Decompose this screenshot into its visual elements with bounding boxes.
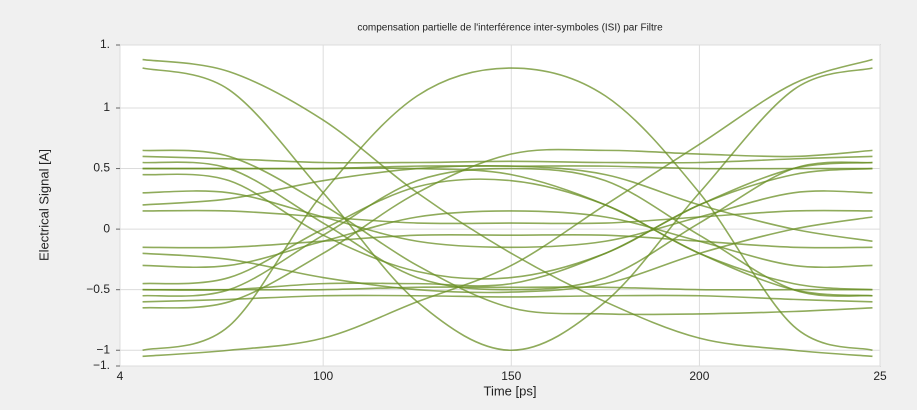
trace xyxy=(142,209,873,225)
trace xyxy=(142,58,873,358)
trace xyxy=(142,148,873,309)
x-axis-label: Time [ps] xyxy=(484,383,537,398)
trace xyxy=(142,161,873,291)
trace xyxy=(142,164,873,243)
trace xyxy=(142,294,873,303)
traces xyxy=(142,58,873,358)
y-axis-label: Electrical Signal [A] xyxy=(36,149,51,261)
trace xyxy=(142,58,873,358)
trace xyxy=(142,216,873,294)
trace xyxy=(142,167,873,297)
trace xyxy=(142,190,873,249)
ticks: 4 100 150 200 25 −1. −1 −0.5 0 0.5 1 1. xyxy=(86,37,887,383)
trace xyxy=(142,67,873,352)
y-tick-label: −1. xyxy=(93,358,110,372)
trace xyxy=(142,286,873,291)
x-tick-label: 4 xyxy=(117,369,124,383)
y-tick-label: 1 xyxy=(103,100,110,114)
chart-title: compensation partielle de l'interférence… xyxy=(357,23,663,34)
trace xyxy=(142,149,873,316)
trace xyxy=(142,67,873,352)
trace xyxy=(142,161,873,291)
y-tick-label: 0.5 xyxy=(93,161,110,175)
trace xyxy=(142,178,873,291)
trace xyxy=(142,233,873,249)
y-tick-label: 0 xyxy=(103,221,110,235)
x-tick-label: 25 xyxy=(873,369,887,383)
y-tick-label: −1 xyxy=(96,342,110,356)
x-tick-label: 150 xyxy=(501,369,521,383)
x-tick-label: 100 xyxy=(313,369,333,383)
trace xyxy=(142,155,873,164)
x-tick-label: 200 xyxy=(689,369,709,383)
trace xyxy=(142,210,873,269)
y-tick-label: −0.5 xyxy=(86,282,110,296)
y-tick-label: 1. xyxy=(100,37,110,51)
